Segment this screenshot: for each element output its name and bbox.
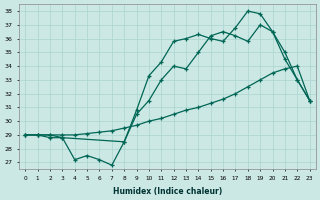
X-axis label: Humidex (Indice chaleur): Humidex (Indice chaleur) — [113, 187, 222, 196]
